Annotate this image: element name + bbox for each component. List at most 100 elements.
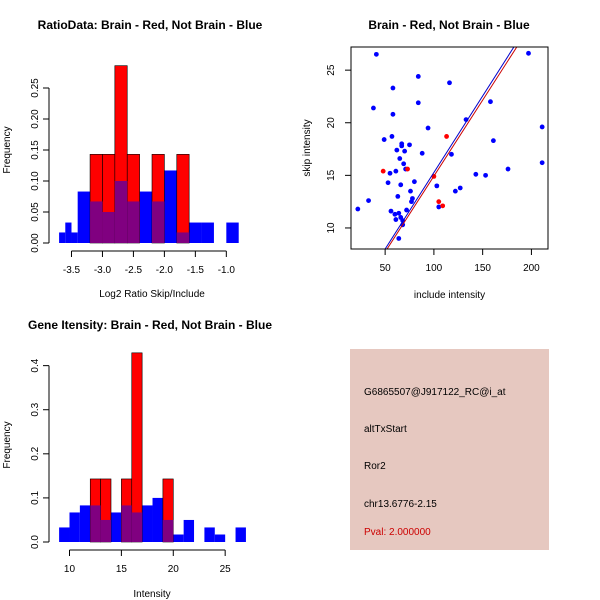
scatter-point-blue	[408, 188, 413, 194]
hist1-y-tick-label: 0.05	[30, 202, 41, 222]
scatter-point-blue	[388, 208, 394, 214]
hist1-bar-overlap	[176, 232, 190, 243]
gene-info-panel: G6865507@J917122_RC@i_at altTxStart Ror2…	[350, 349, 549, 550]
scatter-point-blue	[373, 51, 379, 57]
hist1-y-tick-label: 0.20	[30, 109, 41, 129]
hist2-y-tick-label: 0.3	[30, 402, 41, 416]
scatter-point-blue	[415, 100, 421, 106]
scatter-point-blue	[393, 217, 399, 222]
scatter-point-blue	[401, 161, 407, 167]
scatter-point-red	[405, 166, 410, 172]
hist1-bar-brain	[176, 154, 190, 244]
scatter-point-blue	[390, 111, 396, 117]
hist1-bar-notbrain	[164, 170, 177, 243]
hist2-bar-notbrain	[204, 527, 215, 542]
hist1-title: RatioData: Brain - Red, Not Brain - Blue	[38, 18, 263, 32]
scatter-point-red	[436, 199, 442, 205]
hist1-x-tick-label: -2.0	[156, 265, 174, 276]
gene-name: Ror2	[364, 461, 386, 472]
hist1-x-tick-label: -3.0	[94, 265, 112, 276]
pval-text: Pval: 2.000000	[364, 527, 431, 538]
scatter-fit-line-red	[386, 47, 518, 249]
hist2-x-label: Intensity	[133, 589, 170, 600]
hist2-title: Gene Itensity: Brain - Red, Not Brain - …	[28, 318, 272, 332]
scatter-x-tick-label: 150	[474, 263, 491, 274]
hist1-bar-notbrain	[71, 232, 78, 243]
hist2-y-tick-label: 0.1	[30, 491, 41, 505]
hist2-y-tick-label: 0.4	[30, 358, 41, 372]
scatter-point-blue	[396, 210, 402, 216]
scatter-y-tick-label: 25	[326, 64, 337, 76]
scatter-y-tick-label: 15	[326, 169, 337, 181]
probe-id: G6865507@J917122_RC@i_at	[364, 387, 506, 398]
scatter-point-blue	[402, 148, 408, 154]
scatter-y-label: skip intensity	[302, 119, 313, 176]
hist2-bar-notbrain	[173, 534, 184, 542]
hist2-x-tick-label: 20	[168, 564, 180, 575]
scatter-point-blue	[407, 142, 412, 148]
scatter-title: Brain - Red, Not Brain - Blue	[368, 18, 530, 32]
scatter-point-blue	[436, 204, 442, 210]
scatter-point-blue	[398, 182, 404, 188]
scatter-point-blue	[488, 99, 493, 105]
scatter-point-blue	[392, 211, 398, 217]
scatter-point-blue	[410, 196, 415, 201]
hist2-bar-notbrain	[152, 497, 163, 542]
scatter-point-blue	[447, 80, 452, 86]
scatter-point-blue	[389, 134, 395, 139]
scatter-y-tick-label: 10	[326, 222, 337, 234]
scatter-point-blue	[483, 172, 488, 178]
scatter-plot-frame	[350, 46, 549, 250]
hist2-bar-notbrain	[235, 527, 246, 542]
hist1-bar-overlap	[102, 212, 115, 243]
hist2-bar-notbrain	[69, 512, 80, 542]
scatter-point-blue	[397, 156, 403, 161]
scatter-x-tick-label: 200	[523, 263, 540, 274]
scatter-point-blue	[387, 170, 393, 176]
hist1-bar-overlap	[127, 201, 140, 243]
scatter-point-blue	[457, 185, 463, 191]
hist2-bar-notbrain	[142, 505, 153, 542]
scatter-x-label: include intensity	[414, 290, 485, 301]
chromosome-location: chr13.6776-2.15	[364, 499, 437, 510]
hist1-x-tick-label: -2.5	[125, 265, 143, 276]
scatter-point-blue	[425, 125, 431, 131]
scatter-point-blue	[390, 85, 396, 91]
scatter-point-blue	[355, 206, 361, 212]
hist1-bar-notbrain	[226, 222, 239, 243]
scatter-x-tick-label: 100	[426, 263, 443, 274]
scatter-point-blue	[419, 150, 425, 156]
scatter-x-tick-label: 50	[380, 263, 392, 274]
scatter-point-blue	[434, 183, 440, 189]
scatter-point-blue	[393, 168, 399, 174]
scatter-point-blue	[526, 50, 531, 56]
hist2-bar-notbrain	[111, 512, 122, 542]
hist2-bar-overlap	[100, 519, 112, 542]
hist2-bar-overlap	[162, 519, 174, 542]
hist2-x-tick-label: 10	[64, 564, 76, 575]
hist1-bar-overlap	[90, 201, 103, 243]
scatter-point-blue	[539, 160, 545, 166]
scatter-point-red	[444, 134, 449, 139]
scatter-point-blue	[399, 143, 405, 149]
scatter-point-blue	[371, 105, 376, 111]
hist2-bar-overlap	[90, 505, 101, 542]
hist1-x-tick-label: -1.5	[187, 265, 205, 276]
hist1-y-label: Frequency	[2, 126, 13, 173]
scatter-point-blue	[411, 179, 417, 185]
scatter-point-blue	[539, 124, 545, 130]
hist2-bar-notbrain	[183, 519, 195, 542]
hist2-bar-notbrain	[79, 505, 91, 542]
hist1-y-tick-label: 0.15	[30, 140, 41, 160]
scatter-point-blue	[415, 74, 421, 79]
scatter-point-blue	[505, 166, 511, 172]
hist2-y-tick-label: 0.2	[30, 446, 41, 460]
scatter-point-blue	[394, 147, 400, 153]
hist1-y-tick-label: 0.00	[30, 233, 41, 253]
scatter-point-blue	[396, 236, 402, 241]
hist2-bar-notbrain	[214, 534, 226, 542]
hist1-y-tick-label: 0.25	[30, 78, 41, 98]
hist1-bar-notbrain	[59, 232, 66, 243]
hist2-y-label: Frequency	[2, 421, 13, 468]
